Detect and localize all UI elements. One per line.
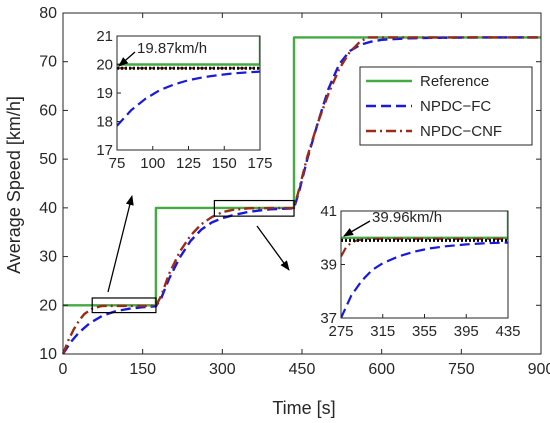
x-tick-label: 450: [289, 361, 316, 378]
inset-background: [117, 36, 260, 150]
inset-plot-1: 75 100 125 150 175 17 18 19 20 21 19.87km/h: [96, 28, 272, 172]
y-tick-label: 70: [39, 54, 57, 71]
inset-plots-layer: 75 100 125 150 175 17 18 19 20 21 19.87km/h 275 315 3…: [96, 28, 520, 340]
zoom-region-box-2: [213, 199, 295, 217]
series-line-npdc-fc: [61, 36, 541, 355]
inset-x-tick-label: 395: [454, 323, 479, 340]
inset-y-tick-label: 17: [96, 142, 113, 159]
inset-series: [341, 211, 508, 318]
y-tick-label: 30: [39, 249, 57, 266]
inset-x-tick-label: 355: [412, 323, 437, 340]
inset-y-tick-label: 18: [96, 114, 113, 131]
zoom-arrow-1: [107, 195, 134, 293]
inset-x-tick-label: 435: [495, 323, 520, 340]
x-axis-label: Time [s]: [272, 398, 335, 418]
inset-y-tick-label: 37: [320, 310, 337, 327]
x-tick-label: 900: [528, 361, 550, 378]
y-tick-label: 60: [39, 102, 57, 119]
inset-npdc-fc-line: [341, 241, 508, 318]
inset-npdc-fc-line: [117, 70, 260, 127]
y-tick-label: 80: [39, 5, 57, 22]
x-tick-label: 600: [368, 361, 395, 378]
inset-background: [341, 211, 508, 318]
inset-x-tick-label: 275: [328, 323, 353, 340]
inset-x-tick-label: 175: [247, 155, 272, 172]
zoom-region-box-1: [91, 297, 157, 314]
y-tick-label: 20: [39, 297, 57, 314]
legend: Reference NPDC−FC NPDC−CNF: [359, 66, 533, 146]
inset-x-tick-label: 125: [176, 155, 201, 172]
inset-annotation-arrow: [118, 51, 136, 67]
inset-y-tick-label: 39: [320, 257, 337, 274]
y-tick-label: 50: [39, 151, 57, 168]
zoom-arrow-2: [256, 225, 290, 271]
inset-series: [117, 36, 260, 127]
inset-y-tick-label: 21: [96, 28, 113, 45]
legend-entry: Reference: [420, 73, 489, 90]
inset-npdc-cnf-line: [341, 237, 508, 258]
y-axis-label: Average Speed [km/h]: [4, 96, 24, 274]
inset-annotation-arrow: [343, 220, 371, 237]
x-tick-label: 750: [448, 361, 475, 378]
inset-x-tick-label: 315: [370, 323, 395, 340]
x-tick-label: 0: [59, 361, 68, 378]
legend-entry: NPDC−FC: [420, 98, 491, 115]
inset-x-tick-label: 100: [140, 155, 165, 172]
inset-x-tick-label: 75: [109, 155, 126, 172]
y-tick-label: 10: [39, 346, 57, 363]
inset-y-tick-label: 20: [96, 57, 113, 74]
inset-annotation: 39.96km/h: [372, 209, 442, 226]
x-tick-label: 150: [129, 361, 156, 378]
inset-y-tick-label: 19: [96, 85, 113, 102]
legend-entry: NPDC−CNF: [420, 123, 502, 140]
x-tick-label: 300: [209, 361, 236, 378]
inset-y-tick-label: 41: [320, 203, 337, 220]
inset-reference-line: [117, 36, 260, 66]
inset-plot-2: 275 315 355 395 435 37 39 41 39.96km/h: [320, 203, 520, 340]
y-tick-label: 40: [39, 200, 57, 217]
inset-annotation: 19.87km/h: [137, 40, 207, 57]
inset-x-tick-label: 150: [212, 155, 237, 172]
